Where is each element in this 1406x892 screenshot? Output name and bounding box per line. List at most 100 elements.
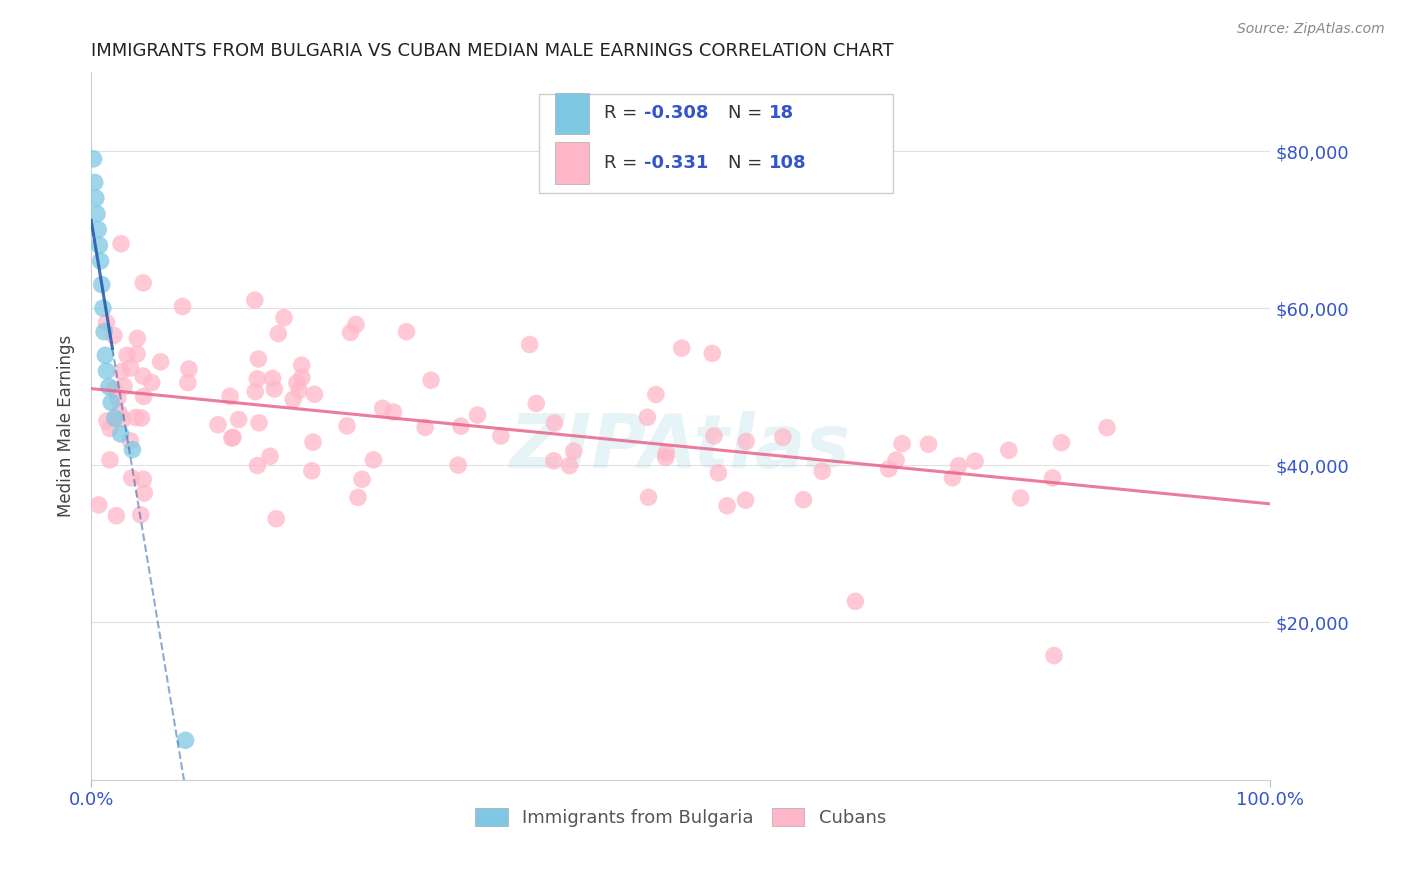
Point	[87, 222, 110, 236]
Point	[707, 466, 730, 480]
Point	[132, 472, 155, 486]
Legend: Immigrants from Bulgaria, Cubans: Immigrants from Bulgaria, Cubans	[468, 800, 893, 834]
Point	[450, 419, 472, 434]
Text: ZIPAtlas: ZIPAtlas	[510, 410, 851, 483]
Point	[519, 337, 541, 351]
Point	[702, 346, 724, 360]
Point	[645, 387, 668, 401]
Point	[264, 512, 287, 526]
Text: R =: R =	[605, 104, 643, 122]
Point	[105, 508, 128, 523]
Point	[100, 395, 122, 409]
Point	[655, 446, 678, 460]
Point	[637, 490, 659, 504]
Point	[132, 276, 155, 290]
Point	[344, 318, 367, 332]
Point	[285, 376, 308, 390]
Point	[86, 207, 108, 221]
Point	[395, 325, 418, 339]
Point	[108, 406, 131, 420]
Point	[110, 426, 132, 441]
Point	[90, 254, 112, 268]
Point	[636, 410, 658, 425]
Point	[127, 331, 149, 345]
Point	[291, 358, 314, 372]
Point	[917, 437, 939, 451]
Point	[489, 429, 512, 443]
Point	[94, 348, 117, 362]
Text: -0.308: -0.308	[644, 104, 709, 122]
Point	[811, 464, 834, 478]
Point	[1050, 435, 1073, 450]
Point	[339, 326, 361, 340]
Point	[110, 236, 132, 251]
Point	[447, 458, 470, 472]
Point	[420, 373, 443, 387]
Point	[562, 444, 585, 458]
Point	[363, 453, 385, 467]
Point	[97, 380, 120, 394]
Point	[735, 434, 758, 449]
Point	[228, 412, 250, 426]
Point	[177, 376, 200, 390]
Point	[792, 492, 814, 507]
Point	[84, 191, 107, 205]
Point	[125, 410, 148, 425]
Point	[121, 471, 143, 485]
Point	[1043, 648, 1066, 663]
Point	[98, 421, 121, 435]
Point	[671, 341, 693, 355]
Point	[103, 328, 125, 343]
Point	[246, 458, 269, 473]
Point	[543, 454, 565, 468]
Point	[246, 372, 269, 386]
Point	[336, 418, 359, 433]
Point	[177, 362, 200, 376]
Point	[1095, 420, 1118, 434]
Point	[207, 417, 229, 432]
Point	[134, 486, 156, 500]
Point	[263, 382, 285, 396]
Point	[891, 436, 914, 450]
Point	[121, 442, 143, 457]
Point	[844, 594, 866, 608]
Point	[221, 431, 243, 445]
Point	[103, 382, 125, 396]
Point	[273, 310, 295, 325]
Point	[174, 733, 197, 747]
Point	[90, 277, 112, 292]
Point	[141, 376, 163, 390]
Point	[884, 453, 907, 467]
Point	[112, 412, 135, 426]
Text: 18: 18	[769, 104, 794, 122]
Text: 108: 108	[769, 154, 807, 172]
Point	[347, 491, 370, 505]
Point	[120, 434, 142, 448]
Point	[120, 360, 142, 375]
Point	[172, 300, 194, 314]
Point	[262, 371, 284, 385]
Point	[304, 387, 326, 401]
Point	[283, 392, 305, 407]
Text: N =: N =	[728, 154, 768, 172]
Point	[524, 396, 547, 410]
Point	[132, 369, 155, 384]
FancyBboxPatch shape	[554, 142, 589, 184]
Y-axis label: Median Male Earnings: Median Male Earnings	[58, 334, 75, 517]
Point	[941, 471, 963, 485]
Point	[965, 454, 987, 468]
Text: N =: N =	[728, 104, 768, 122]
Point	[247, 416, 270, 430]
Point	[716, 499, 738, 513]
Point	[98, 453, 121, 467]
Point	[107, 391, 129, 405]
Point	[89, 238, 111, 252]
Point	[83, 152, 105, 166]
Point	[291, 370, 314, 384]
Point	[371, 401, 394, 416]
Point	[247, 351, 270, 366]
Point	[115, 348, 138, 362]
Point	[112, 379, 135, 393]
Point	[245, 384, 267, 399]
Point	[219, 389, 242, 403]
